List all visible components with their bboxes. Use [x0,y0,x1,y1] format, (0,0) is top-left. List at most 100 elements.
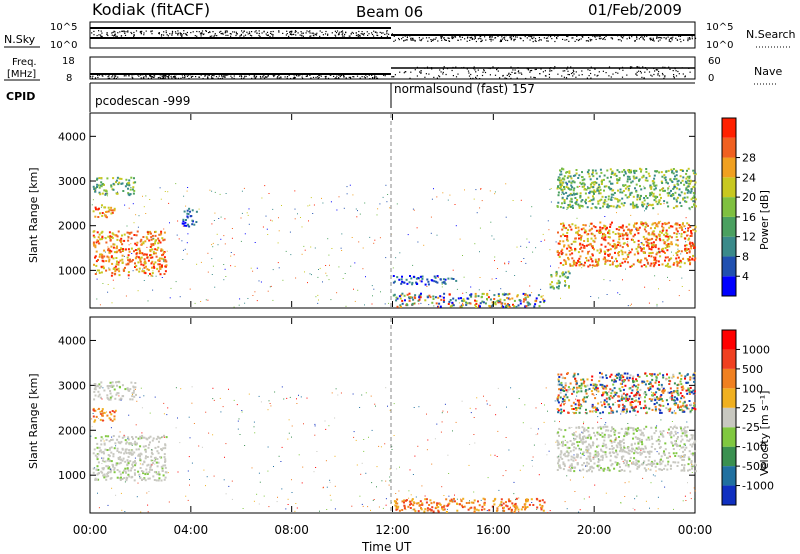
echo-pixel [134,257,137,260]
freq-point [664,75,666,77]
freq-point [518,72,520,74]
echo-pixel [137,454,140,457]
nsky-point [590,40,592,42]
echo-pixel [693,203,695,206]
nsky-point [501,36,503,38]
echo-pixel [185,219,187,221]
noise-pixel [330,201,332,203]
echo-pixel [557,231,559,234]
nsky-point [503,38,506,40]
freq-point [301,74,303,76]
echo-pixel [601,376,604,379]
freq-point [594,74,596,76]
echo-pixel [581,464,584,467]
echo-pixel [679,201,682,204]
echo-pixel [119,456,122,459]
echo-pixel [146,237,149,240]
echo-pixel [684,247,687,250]
echo-pixel [600,183,603,185]
noise-pixel [489,289,491,291]
noise-pixel [688,289,690,291]
echo-pixel [155,461,158,464]
echo-pixel [576,192,579,195]
echo-pixel [587,169,590,172]
echo-pixel [158,233,161,236]
freq-point [150,74,152,77]
echo-pixel [104,460,107,463]
nsky-point [687,39,689,41]
echo-pixel [452,297,455,300]
nsky-point [202,33,204,36]
echo-pixel [515,497,518,500]
noise-pixel [590,296,592,297]
freq-point [97,74,99,76]
nsky-point [124,34,127,36]
echo-pixel [558,252,561,254]
echo-pixel [556,250,559,253]
echo-pixel [638,226,641,229]
echo-pixel [490,305,493,308]
echo-pixel [433,275,436,278]
echo-pixel [93,236,96,239]
nsky-point [598,35,600,37]
echo-pixel [646,241,649,244]
echo-pixel [666,201,669,204]
echo-pixel [113,243,116,246]
echo-pixel [154,240,157,243]
echo-pixel [451,500,454,503]
freq-point [319,74,321,76]
echo-pixel [653,234,656,237]
echo-pixel [113,467,116,470]
echo-pixel [452,278,455,280]
echo-pixel [619,264,622,267]
freq-point [240,75,242,77]
nsky-point [278,30,280,32]
nsky-point [431,39,433,41]
echo-pixel [508,305,511,308]
noise-pixel [308,220,309,222]
echo-pixel [652,180,655,183]
echo-pixel [110,274,113,277]
freq-point [508,75,510,77]
nsky-point [124,32,126,34]
echo-pixel [639,433,642,436]
echo-pixel [111,262,114,265]
echo-pixel [106,459,109,462]
noise-pixel [147,275,149,277]
echo-pixel [573,434,576,437]
nsky-point [588,40,590,42]
freq-point [658,75,661,77]
echo-pixel [610,441,613,444]
echo-pixel [637,232,640,235]
echo-pixel [588,192,591,195]
echo-pixel [105,438,108,441]
echo-pixel [406,304,409,307]
noise-pixel [304,249,306,251]
echo-pixel [560,250,563,253]
echo-pixel [564,382,567,385]
echo-pixel [624,172,627,175]
noise-pixel [642,243,643,245]
echo-pixel [562,240,565,243]
echo-pixel [109,235,112,238]
nsky-point [140,33,142,35]
freq-point [508,72,510,74]
echo-pixel [98,450,101,453]
echo-pixel [637,252,640,255]
echo-pixel [472,501,475,504]
echo-pixel [412,501,415,504]
freq-point [565,77,568,79]
noise-pixel [550,188,552,190]
echo-pixel [123,239,126,242]
echo-pixel [139,252,142,254]
freq-point [188,77,190,80]
echo-pixel [112,384,115,387]
echo-pixel [643,187,646,190]
echo-pixel [637,228,639,231]
echo-pixel [127,438,130,441]
nsky-point [547,37,549,39]
echo-pixel [514,509,517,512]
freq-point [145,74,147,76]
echo-pixel [563,200,566,203]
freq-point [436,77,438,79]
